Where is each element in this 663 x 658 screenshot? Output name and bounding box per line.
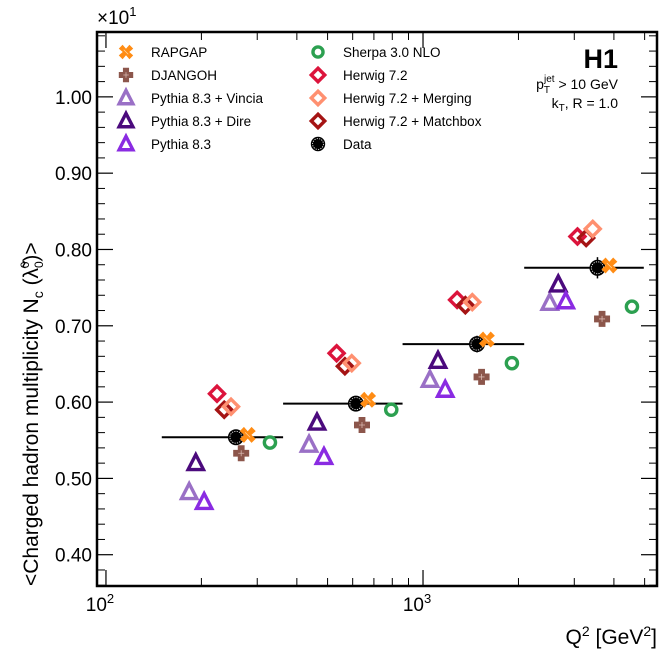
x-axis-title: Q2 [GeV2]	[566, 623, 657, 649]
legend-marker	[308, 65, 328, 85]
data-point	[221, 396, 241, 417]
data-point	[214, 399, 235, 420]
legend-item: Data	[310, 136, 372, 152]
data-point	[334, 356, 355, 377]
legend-label: Pythia 8.3	[151, 137, 211, 152]
legend: RAPGAP DJANGOH Pythia 8.3 + Vincia Pythia 8…	[116, 44, 482, 152]
marker-highlight	[123, 72, 129, 78]
marker-highlight	[365, 397, 371, 403]
data-point	[547, 272, 569, 293]
legend-marker	[311, 45, 325, 59]
legend-label: Herwig 7.2	[343, 68, 408, 83]
data-point	[462, 292, 483, 313]
legend-label: Sherpa 3.0 NLO	[343, 45, 441, 60]
data-point	[178, 479, 200, 501]
data-point	[313, 444, 335, 466]
y-multiplier: ×101	[97, 4, 136, 29]
data-point	[185, 450, 207, 472]
marker-highlight	[606, 262, 613, 269]
series-herwig-7-2-matchbox	[214, 228, 597, 420]
series-pythia-8-3	[193, 289, 577, 511]
y-tick-label: 0.90	[55, 164, 92, 185]
y-tick-label: 0.70	[55, 317, 92, 338]
legend-label: Pythia 8.3 + Vincia	[151, 91, 263, 106]
x-tick-label: 102	[86, 591, 114, 616]
marker-highlight	[123, 49, 129, 55]
data-point	[455, 295, 476, 316]
y-tick-label: 0.50	[55, 469, 92, 490]
series-pythia-8-3-vincia	[178, 290, 561, 501]
legend-item: Pythia 8.3	[116, 132, 211, 152]
legend-label: RAPGAP	[151, 45, 207, 60]
data-point	[207, 383, 227, 404]
legend-item: RAPGAP	[118, 44, 207, 60]
data-point	[582, 218, 603, 239]
legend-item: Herwig 7.2	[308, 65, 408, 85]
series-sherpa-3-0-nlo	[262, 299, 640, 450]
legend-item: Pythia 8.3 + Dire	[116, 109, 251, 129]
y-tick-label: 0.60	[55, 393, 92, 414]
legend-item: DJANGOH	[118, 67, 217, 83]
legend-item: Herwig 7.2 + Merging	[308, 88, 472, 108]
data-point	[383, 402, 399, 418]
data-point	[193, 489, 215, 511]
data-point	[447, 289, 468, 310]
data-point	[341, 353, 362, 374]
jet-pt-cut-label: pTjet > 10 GeV	[536, 74, 619, 96]
marker-highlight	[244, 432, 251, 438]
marker-highlight	[358, 421, 365, 428]
data-point	[434, 377, 456, 398]
data-point	[326, 343, 347, 364]
data-point	[427, 348, 449, 369]
legend-label: Herwig 7.2 + Matchbox	[343, 114, 482, 129]
series-pythia-8-3-dire	[185, 272, 569, 472]
series-djangoh	[233, 310, 611, 462]
series-data	[227, 257, 606, 446]
legend-marker	[308, 111, 328, 131]
y-tick-labels: 0.40 0.50 0.60 0.70 0.80 0.90 1.00	[55, 88, 92, 567]
data-point	[539, 290, 561, 311]
jet-algorithm-label: kT, R = 1.0	[552, 95, 619, 114]
legend-item: Pythia 8.3 + Vincia	[116, 86, 263, 106]
data-point	[504, 355, 520, 371]
legend-item: Herwig 7.2 + Matchbox	[308, 111, 482, 131]
legend-marker	[116, 86, 136, 106]
series-rapgap	[239, 257, 618, 443]
legend-label: Pythia 8.3 + Dire	[151, 114, 251, 129]
legend-marker	[116, 109, 136, 129]
legend-label: Data	[343, 137, 372, 152]
marker-highlight	[478, 373, 485, 380]
marker-highlight	[238, 450, 245, 457]
marker-highlight	[484, 336, 490, 343]
x-tick-labels: 102 103	[86, 591, 431, 616]
data-bin-lines	[161, 266, 644, 439]
data-marker-ring	[312, 138, 324, 150]
y-axis-title: <Charged hadron multiplicity Nc (λ̃00)>	[18, 242, 46, 586]
data-point	[555, 289, 577, 310]
data-point	[262, 435, 278, 450]
series-herwig-7-2	[207, 226, 588, 404]
data-points	[178, 218, 640, 511]
y-tick-label: 0.80	[55, 240, 92, 261]
legend-label: Herwig 7.2 + Merging	[343, 91, 472, 106]
data-point	[624, 299, 640, 315]
legend-marker	[116, 132, 136, 152]
legend-label: DJANGOH	[151, 68, 217, 83]
axis-ticks	[97, 32, 657, 586]
plot-frame	[95, 30, 659, 588]
data-point	[419, 367, 441, 389]
data-point	[306, 410, 328, 431]
series-herwig-7-2-merging	[221, 218, 603, 417]
legend-marker	[308, 88, 328, 108]
legend-item: Sherpa 3.0 NLO	[311, 45, 441, 60]
marker-highlight	[599, 315, 606, 322]
y-tick-label: 1.00	[55, 88, 92, 109]
experiment-label: H1	[583, 44, 618, 74]
data-point	[298, 432, 320, 453]
x-tick-label: 103	[403, 591, 431, 616]
y-tick-label: 0.40	[55, 546, 92, 567]
